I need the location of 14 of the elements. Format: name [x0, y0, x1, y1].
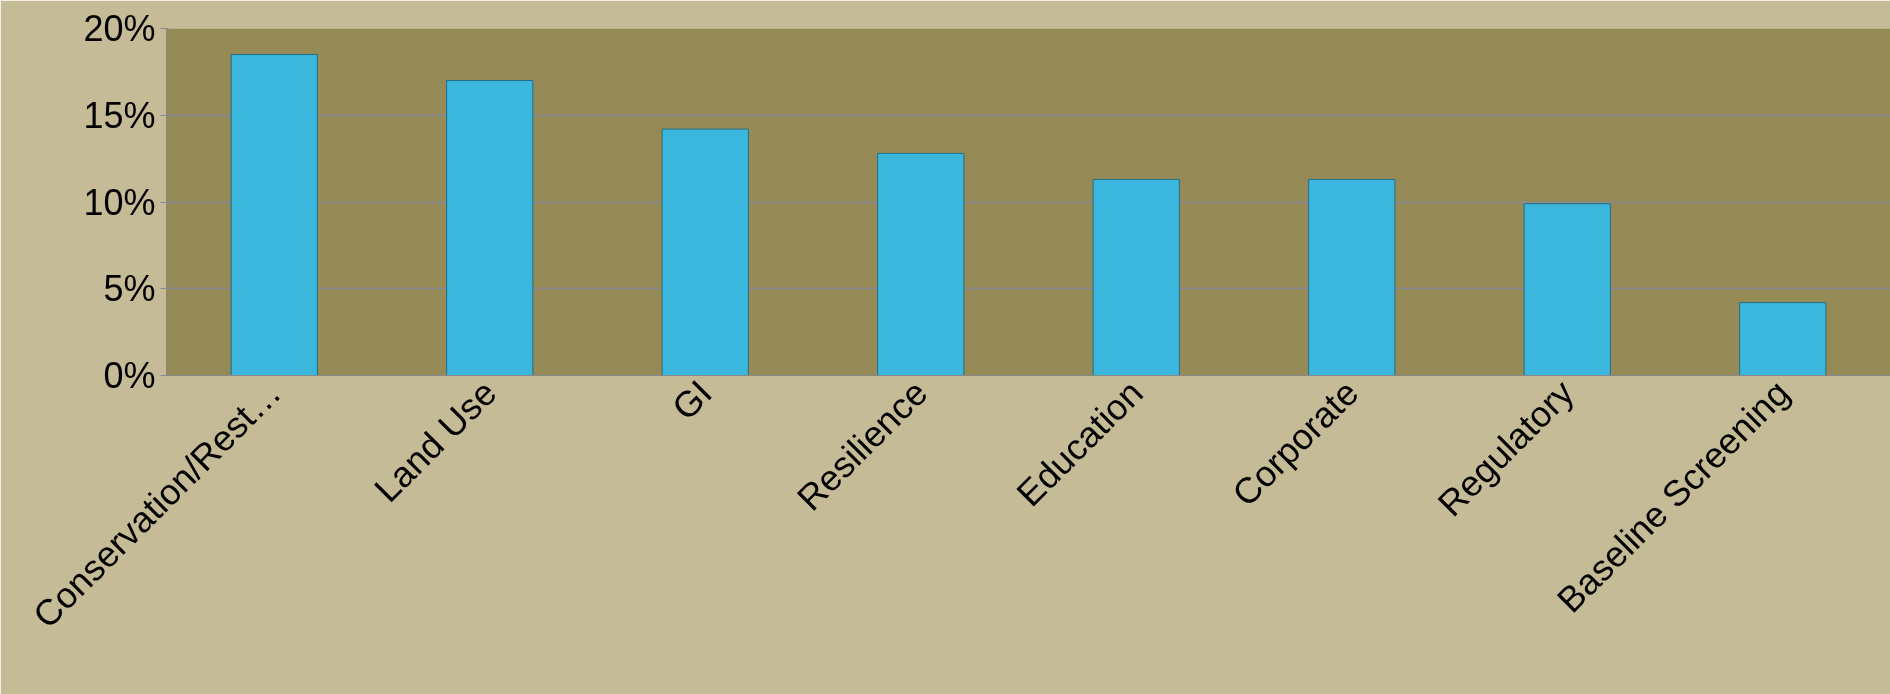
y-tick-label: 10%: [83, 181, 156, 223]
bar: [661, 128, 749, 376]
y-tick-label: 0%: [103, 355, 156, 396]
bar: [1523, 203, 1611, 376]
bar: [446, 80, 534, 376]
y-tick-label: 5%: [103, 268, 156, 310]
bar: [1739, 302, 1827, 376]
bar: [877, 152, 965, 376]
bar: [230, 54, 318, 376]
bar: [1308, 178, 1396, 376]
bar: [1092, 178, 1180, 376]
y-tick-label: 15%: [83, 94, 156, 136]
x-tick-label: GI: [663, 372, 720, 428]
y-tick-label: 20%: [83, 8, 156, 49]
